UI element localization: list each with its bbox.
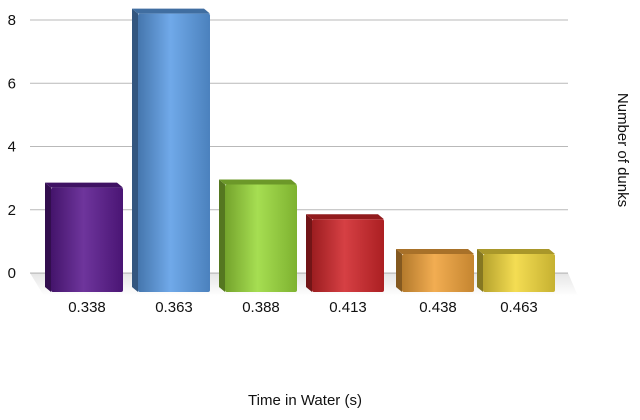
x-tick-label: 0.388	[242, 299, 280, 316]
bar-0.438	[396, 249, 474, 292]
bar-0.338	[45, 182, 123, 292]
x-tick-label: 0.438	[419, 299, 457, 316]
bar-0.388	[219, 179, 297, 292]
y-tick-label: 8	[8, 12, 16, 29]
x-tick-label: 0.338	[68, 299, 106, 316]
bar-0.363	[132, 8, 210, 293]
y-tick-label: 2	[8, 202, 16, 219]
x-tick-label: 0.413	[329, 299, 367, 316]
bars	[45, 8, 555, 293]
y-axis-ticks: 0 2 4 6 8	[8, 12, 16, 282]
x-tick-label: 0.463	[500, 299, 538, 316]
bar-0.463	[477, 249, 555, 292]
x-axis-ticks: 0.338 0.363 0.388 0.413 0.438 0.463	[68, 299, 538, 316]
bar-0.413	[306, 214, 384, 292]
y-tick-label: 4	[8, 139, 16, 156]
y-tick-label: 0	[8, 265, 16, 282]
x-tick-label: 0.363	[155, 299, 193, 316]
y-tick-label: 6	[8, 75, 16, 92]
y-axis-label: Number of dunks	[614, 93, 631, 207]
x-axis-label: Time in Water (s)	[248, 392, 362, 409]
